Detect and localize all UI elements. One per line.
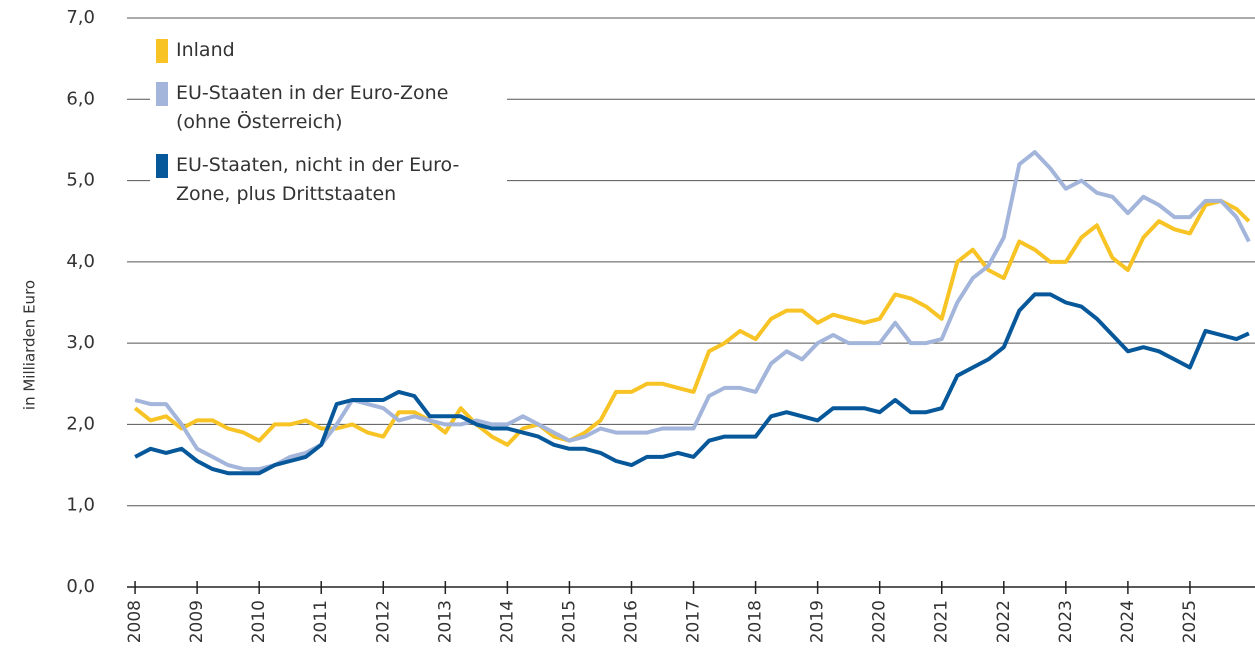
y-tick-label: 6,0	[66, 88, 95, 109]
x-tick-label: 2017	[684, 600, 704, 643]
legend-swatch	[156, 82, 168, 106]
x-tick-label: 2012	[373, 600, 393, 643]
y-tick-label: 2,0	[66, 413, 95, 434]
x-tick-label: 2011	[311, 600, 331, 643]
x-tick-label: 2018	[746, 600, 766, 643]
x-tick-label: 2008	[125, 600, 145, 643]
legend-swatch	[156, 39, 168, 63]
legend-label: EU-Staaten in der Euro-Zone (ohne Österr…	[176, 82, 449, 133]
x-tick-label: 2025	[1180, 600, 1200, 643]
x-tick-label: 2009	[187, 600, 207, 643]
legend-label: EU-Staaten, nicht in der Euro-Zone, plus…	[176, 154, 460, 205]
x-tick-label: 2021	[932, 600, 952, 643]
y-tick-label: 0,0	[66, 576, 95, 597]
series-line	[134, 292, 1250, 476]
x-tick-label: 2019	[808, 600, 828, 643]
y-tick-label: 1,0	[66, 495, 95, 516]
x-tick-label: 2013	[435, 600, 455, 643]
legend-item: Inland	[156, 36, 501, 65]
legend-swatch	[156, 154, 168, 178]
y-tick-label: 4,0	[66, 251, 95, 272]
legend-label: Inland	[176, 39, 235, 61]
x-tick-label: 2024	[1118, 600, 1138, 643]
y-tick-label: 7,0	[66, 7, 95, 28]
legend-item: EU-Staaten in der Euro-Zone (ohne Österr…	[156, 79, 501, 137]
x-tick-label: 2022	[994, 600, 1014, 643]
x-tick-label: 2020	[870, 600, 890, 643]
series-line	[133, 198, 1251, 447]
legend-item: EU-Staaten, nicht in der Euro-Zone, plus…	[156, 151, 501, 209]
y-tick-label: 5,0	[66, 170, 95, 191]
x-tick-label: 2010	[249, 600, 269, 643]
x-tick-label: 2016	[621, 600, 641, 643]
x-tick-label: 2014	[497, 600, 517, 643]
x-tick-label: 2023	[1056, 600, 1076, 643]
y-tick-label: 3,0	[66, 332, 95, 353]
x-tick-label: 2015	[559, 600, 579, 643]
y-axis-label: in Milliarden Euro	[21, 280, 39, 410]
legend: Inland EU-Staaten in der Euro-Zone (ohne …	[150, 34, 507, 229]
